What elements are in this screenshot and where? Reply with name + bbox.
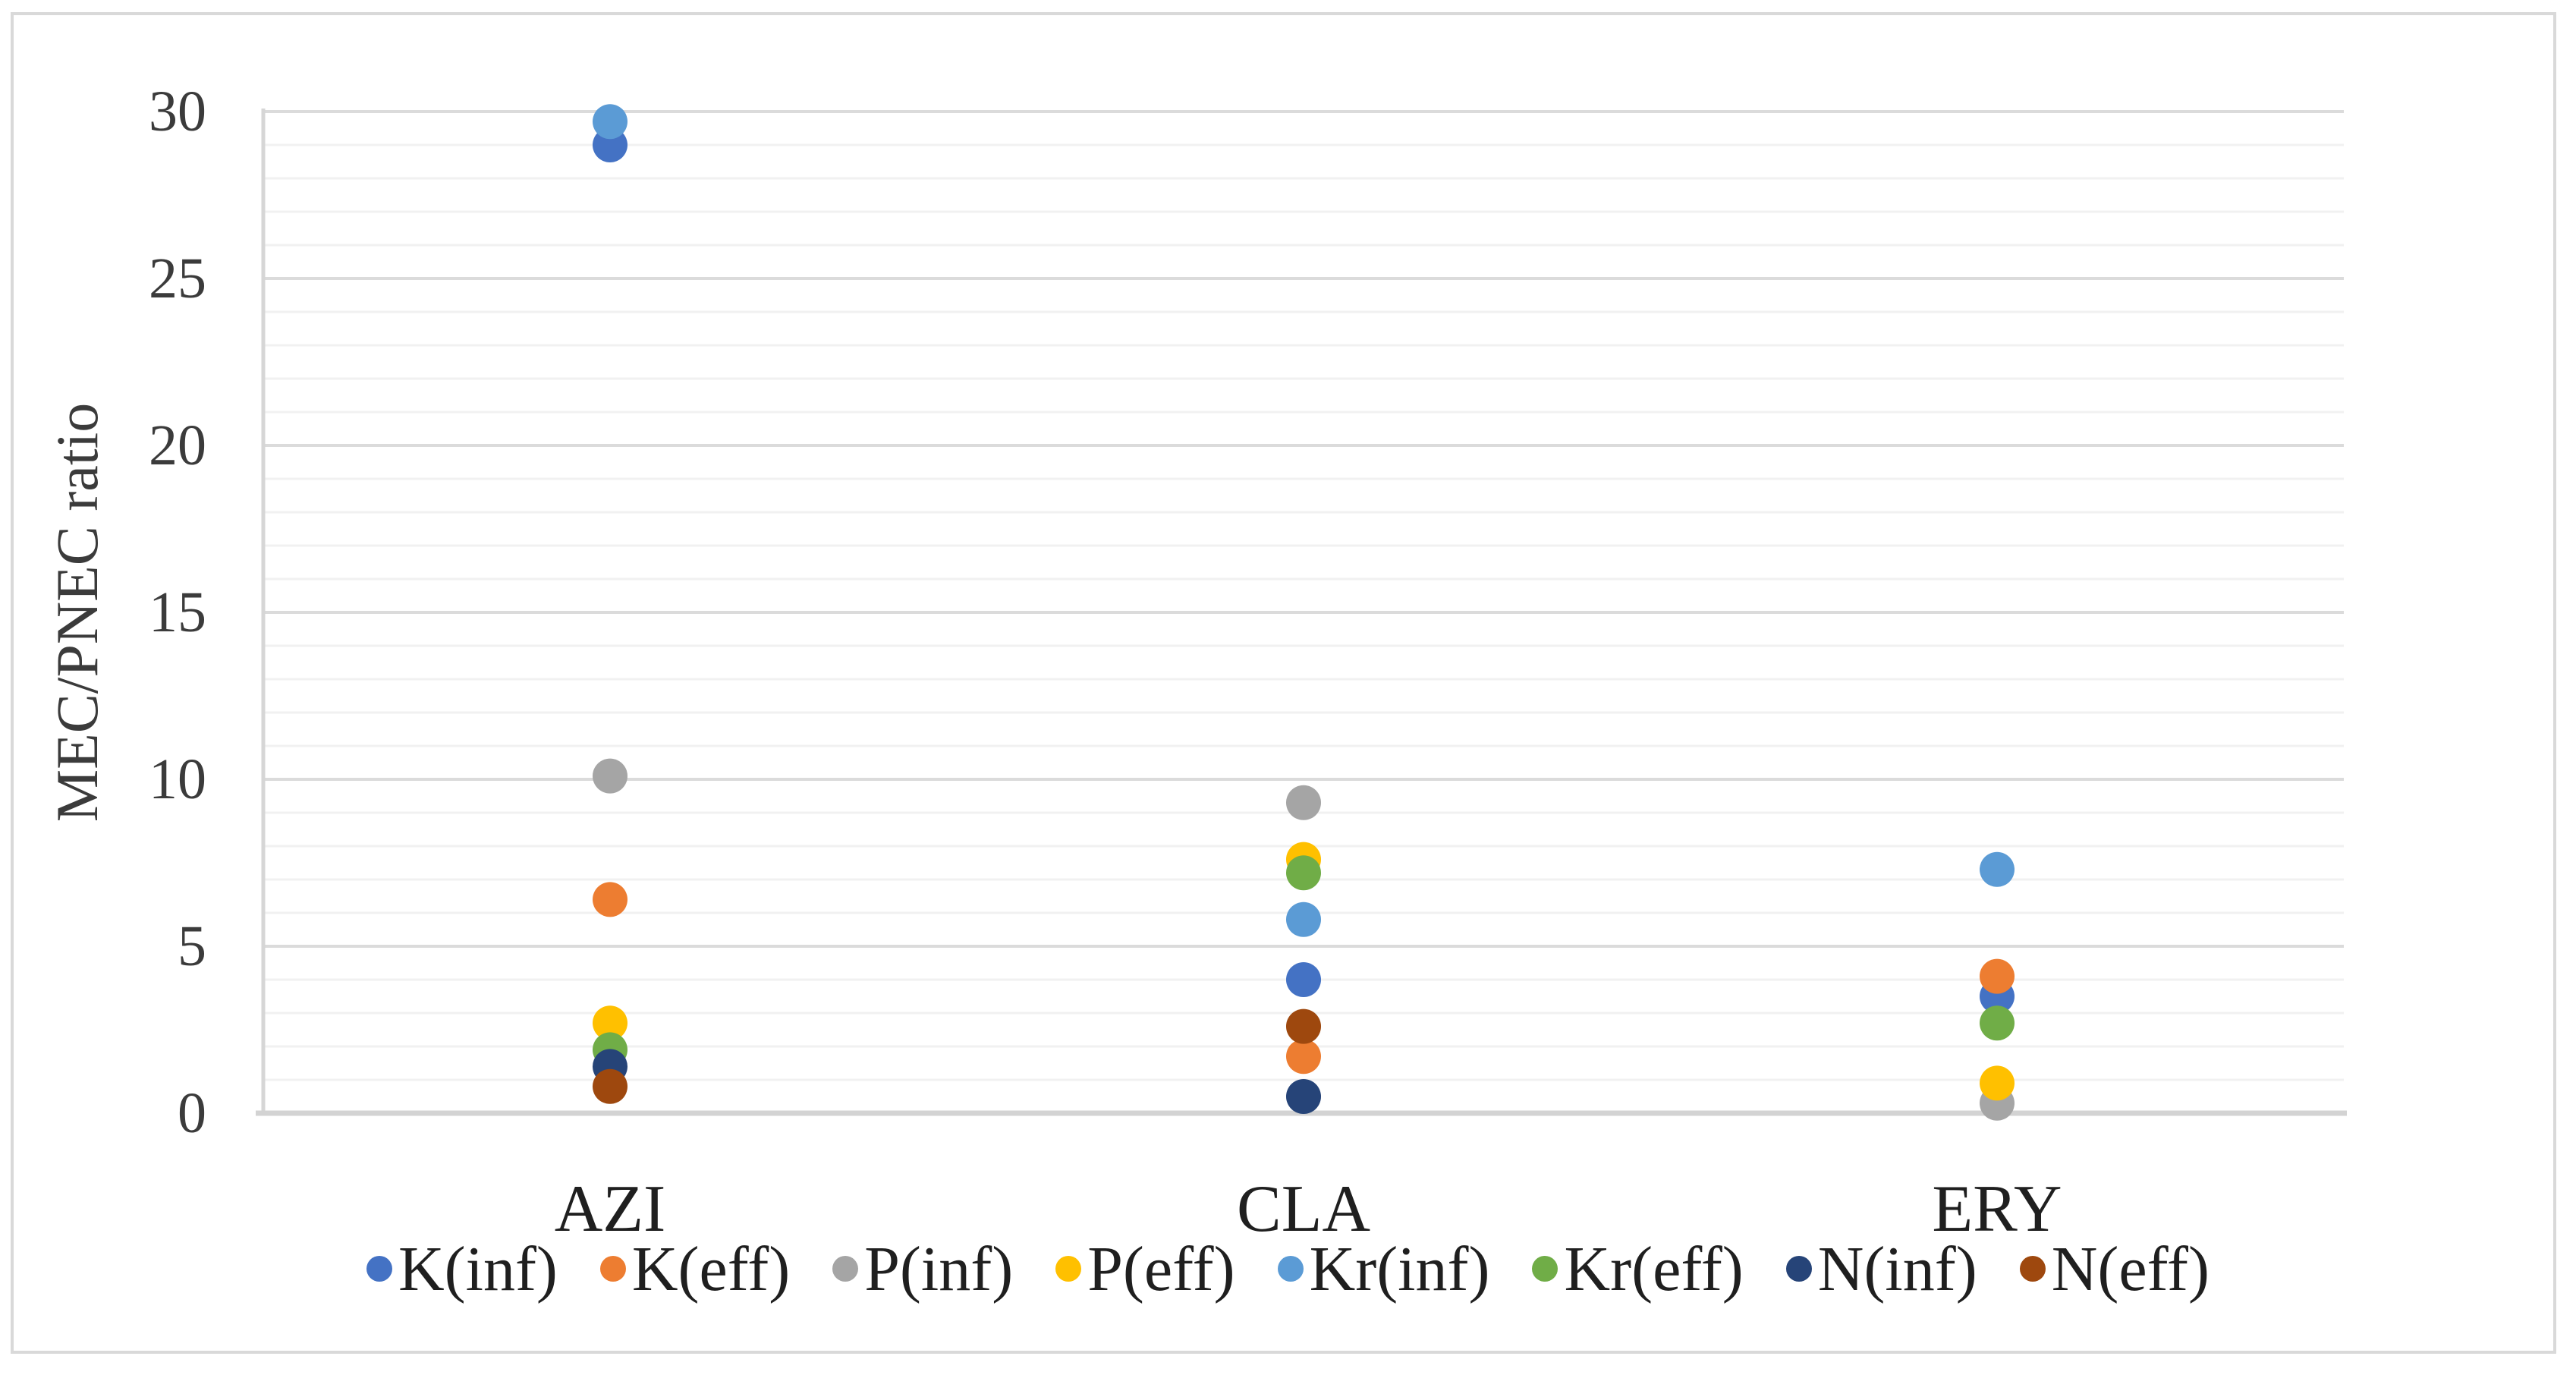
y-tick-5: 5: [178, 914, 206, 978]
point-p-eff-ery: [1980, 1065, 2015, 1101]
y-tick-25: 25: [149, 247, 206, 310]
point-kr-eff-ery: [1980, 1005, 2015, 1041]
legend: K(inf) K(eff) P(inf) P(eff) Kr(inf) Kr(eff) N(…: [0, 1229, 2576, 1308]
point-n-inf-cla: [1286, 1079, 1321, 1114]
legend-marker-kr-eff: [1532, 1256, 1558, 1282]
point-kr-inf-ery: [1980, 851, 2015, 887]
x-category-azi: AZI: [554, 1172, 666, 1246]
y-axis-title: MEC/PNEC ratio: [44, 402, 110, 823]
point-k-eff-cla: [1286, 1039, 1321, 1075]
point-p-inf-cla: [1286, 785, 1321, 820]
legend-item-kr-inf: Kr(inf): [1277, 1232, 1490, 1306]
point-p-eff-azi: [593, 1005, 627, 1041]
point-kr-inf-azi: [593, 104, 627, 140]
legend-item-k-eff: K(eff): [599, 1232, 791, 1306]
y-tick-30: 30: [149, 80, 206, 143]
legend-label-n-inf: N(inf): [1817, 1233, 1977, 1304]
point-k-inf-cla: [1286, 962, 1321, 997]
legend-item-k-inf: K(inf): [366, 1232, 558, 1306]
legend-label-k-inf: K(inf): [398, 1233, 558, 1304]
x-category-ery: ERY: [1932, 1172, 2062, 1246]
y-tick-10: 10: [149, 747, 206, 811]
legend-label-kr-eff: Kr(eff): [1564, 1233, 1744, 1304]
point-p-inf-azi: [593, 758, 627, 794]
legend-marker-p-eff: [1055, 1256, 1082, 1282]
point-k-eff-azi: [593, 882, 627, 917]
legend-marker-n-eff: [2019, 1256, 2046, 1282]
legend-item-p-inf: P(inf): [832, 1232, 1013, 1306]
legend-label-kr-inf: Kr(inf): [1309, 1233, 1490, 1304]
legend-label-k-eff: K(eff): [631, 1233, 791, 1304]
legend-label-p-eff: P(eff): [1087, 1233, 1235, 1304]
x-category-cla: CLA: [1237, 1172, 1370, 1246]
legend-label-p-inf: P(inf): [864, 1233, 1014, 1304]
legend-marker-k-eff: [599, 1256, 626, 1282]
y-tick-15: 15: [149, 581, 206, 644]
point-kr-inf-cla: [1286, 901, 1321, 937]
point-k-eff-ery: [1980, 958, 2015, 994]
point-n-eff-azi: [593, 1068, 627, 1104]
legend-marker-p-inf: [832, 1256, 859, 1282]
y-tick-20: 20: [149, 414, 206, 477]
point-n-eff-cla: [1286, 1008, 1321, 1044]
legend-item-n-inf: N(inf): [1785, 1232, 1977, 1306]
legend-label-n-eff: N(eff): [2051, 1233, 2210, 1304]
y-tick-0: 0: [178, 1081, 206, 1145]
legend-marker-kr-inf: [1277, 1256, 1304, 1282]
legend-marker-n-inf: [1785, 1256, 1812, 1282]
legend-marker-k-inf: [366, 1256, 392, 1282]
legend-item-kr-eff: Kr(eff): [1532, 1232, 1744, 1306]
legend-item-p-eff: P(eff): [1055, 1232, 1235, 1306]
legend-item-n-eff: N(eff): [2019, 1232, 2210, 1306]
point-kr-eff-cla: [1286, 855, 1321, 891]
